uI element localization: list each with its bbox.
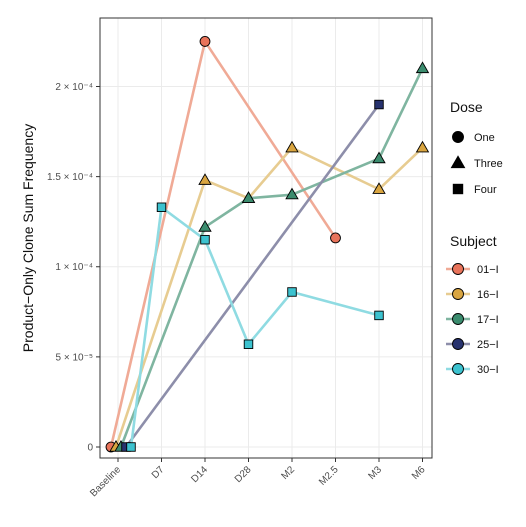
y-tick-label: 5 × 10⁻⁵ xyxy=(55,352,93,363)
data-point-30−I xyxy=(200,234,210,245)
subject-legend-label: 30−I xyxy=(477,364,499,376)
plot-panel-border xyxy=(99,17,433,459)
x-axis-ticks: Baseline D7 D14 D28 M2 M2.5 M3 M6 xyxy=(88,458,428,499)
subject-legend-label: 25−I xyxy=(477,339,499,351)
data-point-01−I xyxy=(199,36,211,47)
y-tick-label: 1.5 × 10⁻⁴ xyxy=(47,172,93,183)
y-tick-label: 0 xyxy=(87,443,93,454)
series-line-25−I xyxy=(124,103,381,448)
subject-legend-25−I-icon xyxy=(452,338,464,350)
y-axis-ticks: 0 5 × 10⁻⁵ 1 × 10⁻⁴ 1.5 × 10⁻⁴ 2 × 10⁻⁴ xyxy=(47,82,100,454)
x-tick-label: D7 xyxy=(150,464,167,481)
data-point-30−I xyxy=(156,202,167,212)
x-tick-label: M2 xyxy=(280,464,298,482)
data-point-16−I xyxy=(285,140,299,153)
data-point-30−I xyxy=(126,442,136,452)
y-tick-label: 2 × 10⁻⁴ xyxy=(55,82,93,93)
x-tick-label: Baseline xyxy=(88,464,123,499)
dose-legend-label: Three xyxy=(474,158,503,170)
legend: Dose One Three Four Subject 01−I 16−I 17−I 25−I 3… xyxy=(446,99,503,376)
subject-legend-title: Subject xyxy=(450,233,497,249)
data-point-16−I xyxy=(372,182,386,194)
series-line-16−I xyxy=(114,146,424,448)
subject-legend-30−I-icon xyxy=(452,363,464,375)
data-point-17−I xyxy=(198,220,212,232)
y-tick-label: 1 × 10⁻⁴ xyxy=(55,262,93,273)
subject-legend-01−I-icon xyxy=(452,263,464,275)
data-point-01−I xyxy=(330,232,341,244)
subject-legend-label: 17−I xyxy=(477,314,499,326)
x-tick-label: M3 xyxy=(367,464,385,482)
series-line-17−I xyxy=(119,67,424,448)
x-tick-label: M6 xyxy=(410,464,428,482)
data-point-17−I xyxy=(415,61,430,74)
x-tick-label: D14 xyxy=(189,464,210,485)
dose-legend-three-icon xyxy=(450,155,466,169)
data-markers xyxy=(105,36,430,453)
data-point-30−I xyxy=(243,339,254,349)
data-point-16−I xyxy=(415,140,430,153)
data-point-30−I xyxy=(287,287,297,297)
subject-legend-label: 01−I xyxy=(477,264,499,276)
data-point-25−I xyxy=(374,99,384,110)
data-point-17−I xyxy=(372,151,386,164)
dose-legend-label: One xyxy=(474,132,495,144)
subject-legend-16−I-icon xyxy=(452,288,464,300)
dose-legend-four-icon xyxy=(452,183,464,195)
dose-legend-one-icon xyxy=(452,131,464,143)
x-tick-label: D28 xyxy=(233,464,254,485)
data-point-17−I xyxy=(241,191,256,203)
y-axis-title: Product−Only Clone Sum Frequency xyxy=(20,124,36,352)
data-point-30−I xyxy=(374,310,384,321)
data-point-17−I xyxy=(285,187,299,200)
series-line-30−I xyxy=(129,205,380,448)
dose-legend-label: Four xyxy=(474,184,497,196)
subject-legend-17−I-icon xyxy=(452,313,464,325)
x-tick-label: M2.5 xyxy=(317,464,341,488)
data-point-16−I xyxy=(198,173,212,185)
subject-legend-label: 16−I xyxy=(477,289,499,301)
grid-lines xyxy=(100,18,432,458)
dose-legend-title: Dose xyxy=(450,99,483,115)
